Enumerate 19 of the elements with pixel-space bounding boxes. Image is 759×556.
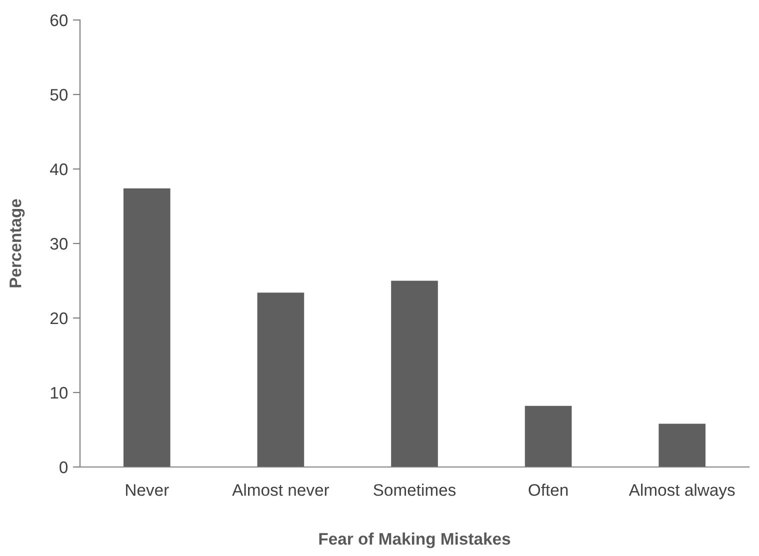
x-tick-label: Almost always [628, 484, 735, 500]
y-axis-title: Percentage [10, 199, 25, 288]
bar [391, 280, 438, 467]
x-tick-label: Often [528, 484, 568, 496]
y-tick-label: 20 [50, 312, 68, 324]
x-tick-label: Almost never [232, 484, 330, 496]
bar [524, 406, 572, 467]
y-tick-label: 0 [60, 461, 68, 474]
y-tick-label: 40 [50, 163, 68, 176]
x-tick-label: Never [126, 484, 169, 496]
y-tick-label: 50 [50, 88, 68, 101]
y-tick-label: 30 [50, 238, 68, 250]
y-tick-label: 10 [50, 386, 68, 399]
y-tick-label: 60 [50, 14, 68, 26]
x-tick-label: Sometimes [374, 484, 456, 496]
x-axis-title: Fear of Making Mistakes [319, 532, 510, 548]
bar [257, 292, 304, 467]
bar [123, 188, 170, 467]
bar [658, 424, 706, 467]
